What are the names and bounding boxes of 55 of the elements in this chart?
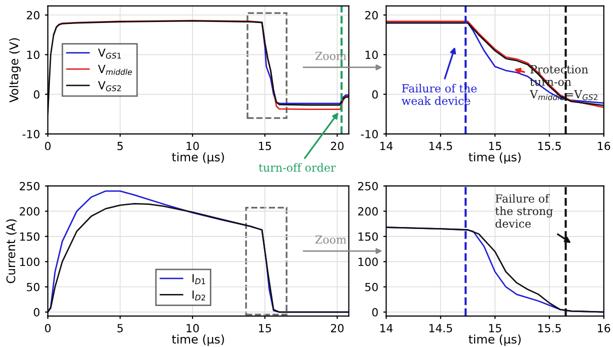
x-tick-label: 14 bbox=[380, 324, 393, 332]
x-axis-title: time (μs) bbox=[172, 334, 224, 346]
legend-label: V$_{GS1}$ bbox=[98, 48, 121, 59]
x-tick-label: 5 bbox=[117, 324, 123, 332]
y-tick-label: 100 bbox=[358, 258, 378, 266]
x-tick-label: 20 bbox=[330, 142, 344, 150]
y-tick-label: 20 bbox=[365, 10, 378, 20]
x-tick-label: 10 bbox=[186, 142, 199, 150]
legend-label: V$_{GS2}$ bbox=[98, 81, 121, 92]
x-tick-label: 14.5 bbox=[429, 142, 452, 150]
x-tick-label: 16 bbox=[598, 324, 610, 332]
x-tick-label: 15.5 bbox=[538, 142, 561, 150]
x-tick-label: 10 bbox=[186, 324, 199, 332]
y-tick-label: 0 bbox=[372, 308, 378, 316]
x-tick-label: 20 bbox=[330, 324, 344, 332]
y-tick-label: 150 bbox=[358, 232, 378, 241]
y-axis-title: Voltage (V) bbox=[9, 38, 21, 102]
y-tick-label: 10 bbox=[366, 50, 378, 60]
x-tick-label: 15.5 bbox=[538, 324, 561, 332]
x-tick-label: 5 bbox=[117, 142, 123, 150]
x-tick-label: 14.5 bbox=[429, 324, 452, 332]
annotation: turn-off order bbox=[258, 163, 336, 172]
y-tick-label: 250 bbox=[358, 182, 378, 190]
x-axis-title: time (μs) bbox=[468, 152, 521, 164]
x-tick-label: 15 bbox=[259, 142, 271, 150]
y-tick-label: 100 bbox=[20, 258, 40, 266]
x-axis-title: time (μs) bbox=[468, 334, 521, 346]
x-tick-label: 15 bbox=[259, 324, 271, 332]
y-tick-label: -10 bbox=[360, 130, 378, 138]
legend-label: V$_{middle}$ bbox=[98, 64, 132, 75]
y-tick-label: 200 bbox=[20, 207, 40, 216]
annotation: Failure of the strong device bbox=[495, 194, 553, 228]
y-tick-label: 0 bbox=[372, 90, 378, 99]
y-tick-label: 10 bbox=[27, 50, 40, 60]
x-tick-label: 14 bbox=[380, 142, 393, 150]
y-tick-label: 50 bbox=[26, 282, 40, 292]
legend-label: I$_{D2}$ bbox=[192, 290, 206, 300]
y-tick-label: 20 bbox=[26, 10, 40, 20]
y-tick-label: 0 bbox=[34, 90, 40, 99]
x-tick-label: 0 bbox=[45, 142, 51, 150]
x-axis-title: time (μs) bbox=[172, 152, 224, 164]
y-tick-label: -10 bbox=[22, 130, 40, 138]
y-tick-label: 0 bbox=[34, 308, 40, 316]
y-tick-label: 250 bbox=[20, 182, 40, 190]
x-tick-label: 16 bbox=[598, 142, 610, 150]
y-tick-label: 200 bbox=[358, 207, 378, 216]
x-tick-label: 0 bbox=[45, 324, 51, 332]
y-tick-label: 150 bbox=[20, 232, 40, 241]
legend-label: I$_{D1}$ bbox=[192, 274, 206, 284]
y-tick-label: 50 bbox=[365, 282, 378, 292]
annotation: Zoom bbox=[315, 235, 346, 244]
x-tick-label: 15 bbox=[489, 324, 502, 332]
x-tick-label: 15 bbox=[489, 142, 502, 150]
y-axis-title: Current (A) bbox=[6, 219, 17, 284]
annotation: Zoom bbox=[315, 52, 346, 60]
